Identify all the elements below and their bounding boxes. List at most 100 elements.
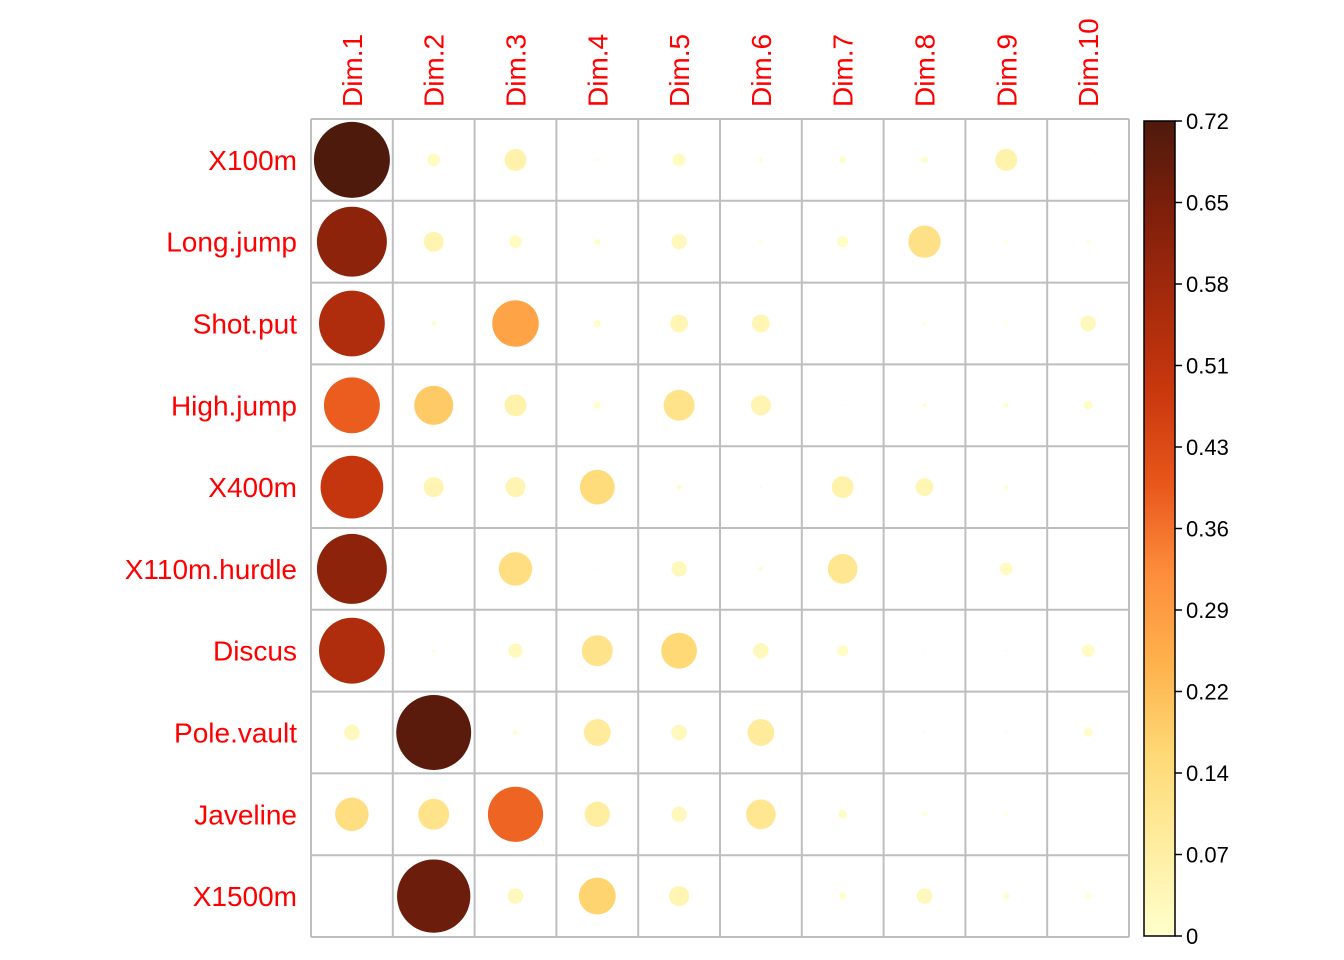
column-label: Dim.1 (337, 34, 368, 107)
corr-circle-Javeline-Dim.9 (1004, 812, 1008, 816)
corr-circle-X100m-Dim.3 (504, 148, 527, 171)
corr-circle-X100m-Dim.6 (758, 157, 763, 162)
corr-circle-Discus-Dim.8 (923, 649, 926, 652)
corr-circle-X1500m-Dim.10 (1085, 893, 1091, 899)
corr-circle-Discus-Dim.2 (432, 649, 436, 653)
corr-circle-Shot.put-Dim.1 (318, 290, 385, 357)
corr-circle-High.jump-Dim.4 (593, 401, 601, 409)
corr-circle-Long.jump-Dim.6 (759, 240, 763, 244)
corr-circle-Pole.vault-Dim.9 (1005, 731, 1008, 734)
column-label: Dim.6 (746, 34, 777, 107)
corr-circle-Javeline-Dim.8 (922, 812, 927, 817)
corr-circle-X100m-Dim.1 (313, 121, 390, 198)
corr-circle-X110m.hurdle-Dim.3 (498, 552, 533, 586)
corr-circle-X1500m-Dim.5 (669, 886, 690, 907)
corr-circle-Discus-Dim.1 (318, 617, 385, 684)
corr-circle-Javeline-Dim.4 (584, 801, 610, 827)
corr-circle-X110m.hurdle-Dim.9 (999, 562, 1013, 576)
corr-circle-Long.jump-Dim.7 (837, 236, 849, 248)
corr-circle-X100m-Dim.7 (839, 156, 846, 164)
corr-circle-High.jump-Dim.5 (663, 389, 695, 421)
corr-circle-High.jump-Dim.3 (504, 394, 527, 417)
corr-circle-Long.jump-Dim.4 (594, 238, 601, 245)
corr-circle-X110m.hurdle-Dim.2 (432, 568, 435, 570)
corr-circle-X1500m-Dim.6 (759, 895, 762, 898)
column-label: Dim.4 (582, 34, 613, 107)
corr-circle-Pole.vault-Dim.10 (1083, 728, 1093, 737)
corr-circle-High.jump-Dim.6 (750, 395, 771, 416)
column-label: Dim.7 (828, 34, 859, 107)
corr-circle-Pole.vault-Dim.6 (747, 719, 775, 746)
corr-circle-X1500m-Dim.3 (507, 888, 524, 904)
corr-circle-Pole.vault-Dim.4 (583, 719, 611, 746)
column-label: Dim.2 (419, 34, 450, 107)
colorbar-tick-label: 0.14 (1186, 761, 1229, 786)
row-label: Shot.put (193, 309, 298, 340)
corr-circle-Pole.vault-Dim.5 (671, 724, 687, 741)
corr-circle-Javeline-Dim.5 (671, 806, 687, 823)
corr-circle-High.jump-Dim.9 (1003, 402, 1009, 408)
corr-circle-Pole.vault-Dim.8 (923, 731, 926, 734)
row-label: X1500m (193, 881, 297, 912)
column-label: Dim.3 (501, 34, 532, 107)
corr-circle-Javeline-Dim.1 (335, 797, 369, 832)
corr-circle-Pole.vault-Dim.2 (396, 695, 472, 770)
corr-circle-X100m-Dim.2 (427, 153, 441, 167)
row-label: Discus (213, 636, 297, 667)
colorbar-tick-label: 0.58 (1186, 272, 1229, 297)
corr-circle-X100m-Dim.5 (672, 153, 686, 167)
corr-circle-X100m-Dim.10 (1086, 158, 1090, 162)
corr-circle-X110m.hurdle-Dim.6 (758, 566, 763, 571)
colorbar-tick-label: 0.07 (1186, 843, 1229, 868)
row-label: Long.jump (166, 227, 297, 258)
corr-circle-X400m-Dim.2 (423, 477, 444, 498)
corr-circle-Shot.put-Dim.3 (492, 300, 539, 347)
corr-circle-Discus-Dim.5 (661, 632, 698, 669)
corr-circle-X110m.hurdle-Dim.5 (671, 561, 687, 577)
corr-circle-X110m.hurdle-Dim.7 (827, 554, 858, 584)
corr-circle-X400m-Dim.9 (1004, 485, 1009, 490)
row-label: X400m (208, 472, 297, 503)
corr-circle-X100m-Dim.4 (595, 158, 599, 162)
corr-circle-High.jump-Dim.7 (841, 404, 844, 407)
row-label: X110m.hurdle (125, 554, 297, 585)
row-label: High.jump (171, 390, 297, 421)
corr-circle-Javeline-Dim.3 (487, 786, 544, 842)
corr-circle-Discus-Dim.10 (1081, 644, 1095, 658)
column-label: Dim.8 (910, 34, 941, 107)
circles-layer (313, 121, 1096, 933)
corr-circle-High.jump-Dim.2 (414, 385, 454, 425)
corr-circle-High.jump-Dim.1 (323, 377, 380, 434)
corr-circle-Pole.vault-Dim.1 (344, 724, 360, 741)
corr-circle-Shot.put-Dim.5 (670, 314, 689, 333)
corr-circle-Long.jump-Dim.2 (423, 231, 444, 252)
corr-circle-Javeline-Dim.6 (746, 799, 776, 830)
corr-circle-Discus-Dim.6 (753, 642, 769, 659)
colorbar-tick-label: 0.72 (1186, 109, 1229, 134)
corr-circle-X1500m-Dim.7 (839, 892, 847, 900)
column-label: Dim.10 (1073, 18, 1104, 107)
corr-circle-Javeline-Dim.2 (418, 798, 450, 830)
corr-circle-High.jump-Dim.10 (1083, 400, 1093, 410)
corr-circle-Shot.put-Dim.10 (1080, 315, 1096, 332)
corr-circle-High.jump-Dim.8 (922, 403, 927, 408)
colorbar-tick-label: 0.43 (1186, 435, 1229, 460)
corr-circle-X400m-Dim.10 (1087, 486, 1090, 489)
corr-circle-X110m.hurdle-Dim.4 (596, 567, 599, 570)
corr-circle-X100m-Dim.9 (995, 148, 1018, 171)
corr-circle-X400m-Dim.4 (579, 469, 615, 505)
corr-circle-Shot.put-Dim.4 (593, 320, 601, 327)
corr-circle-Long.jump-Dim.10 (1086, 240, 1090, 244)
corr-circle-X400m-Dim.1 (320, 455, 384, 519)
colorbar-tick-label: 0.29 (1186, 598, 1229, 623)
corr-circle-Discus-Dim.3 (508, 643, 523, 658)
row-label: X100m (208, 145, 297, 176)
corr-circle-X400m-Dim.5 (676, 484, 682, 490)
corr-circle-X100m-Dim.8 (921, 156, 928, 164)
corr-circle-Long.jump-Dim.3 (509, 235, 522, 249)
corr-circle-X1500m-Dim.9 (1003, 892, 1010, 900)
row-label: Javeline (194, 799, 297, 830)
row-labels: X100m Long.jump Shot.put High.jump X400m X110… (125, 145, 297, 912)
